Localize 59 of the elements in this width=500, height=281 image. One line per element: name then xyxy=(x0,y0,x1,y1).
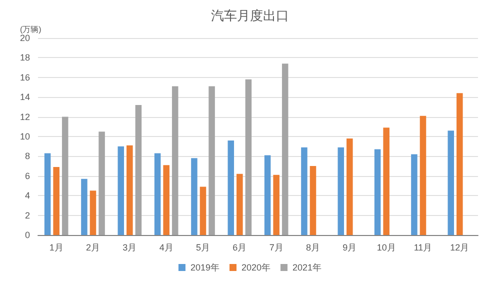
y-tick-label: 14 xyxy=(20,92,30,102)
chart-title: 汽车月度出口 xyxy=(211,8,289,23)
y-tick-label: 6 xyxy=(24,170,30,181)
y-tick-label: 20 xyxy=(20,33,30,43)
bar xyxy=(236,174,243,235)
bar xyxy=(383,128,390,235)
x-tick-label: 10月 xyxy=(376,242,396,252)
x-tick-label: 9月 xyxy=(342,242,357,252)
y-axis-title: (万辆) xyxy=(20,25,42,34)
y-tick-label: 10 xyxy=(20,132,30,142)
bar xyxy=(208,86,215,235)
x-tick-label: 3月 xyxy=(122,242,137,252)
x-tick-label: 5月 xyxy=(196,242,210,252)
x-tick-label: 2月 xyxy=(86,242,100,252)
legend-label: 2021年 xyxy=(292,262,322,272)
y-tick-label: 2 xyxy=(24,210,30,220)
y-tick-label: 0 xyxy=(24,230,30,240)
bar xyxy=(53,167,60,235)
y-tick-label: 12 xyxy=(20,112,30,122)
bar xyxy=(172,86,178,235)
bar xyxy=(90,190,96,235)
bar xyxy=(346,138,353,235)
bar xyxy=(126,145,133,235)
bar xyxy=(374,149,381,235)
bar xyxy=(456,93,463,235)
bar xyxy=(98,132,105,235)
bar xyxy=(448,130,454,235)
y-tick-label: 16 xyxy=(20,72,30,82)
x-tick-label: 11月 xyxy=(414,242,432,252)
x-tick-label: 12月 xyxy=(450,242,470,252)
y-tick-label: 18 xyxy=(20,52,30,63)
x-tick-label: 6月 xyxy=(232,242,247,252)
bar xyxy=(420,116,426,235)
bar xyxy=(118,146,124,235)
bar xyxy=(310,166,316,235)
bar xyxy=(338,147,344,235)
bar xyxy=(273,174,280,235)
bar xyxy=(301,147,308,235)
bar xyxy=(191,158,198,235)
bar xyxy=(62,116,68,235)
bar xyxy=(264,155,271,235)
x-tick-label: 4月 xyxy=(159,242,174,252)
y-tick-label: 8 xyxy=(24,151,30,162)
bar xyxy=(245,79,252,235)
bar xyxy=(135,104,142,235)
bar xyxy=(81,178,88,235)
bar xyxy=(200,186,206,235)
x-tick-label: 1月 xyxy=(49,242,64,252)
bar xyxy=(163,165,170,235)
x-tick-label: 7月 xyxy=(269,242,284,252)
y-tick-label: 4 xyxy=(24,190,30,201)
legend-label: 2019年 xyxy=(190,262,220,272)
bar xyxy=(154,153,161,235)
legend-label: 2020年 xyxy=(241,262,271,272)
x-tick-label: 8月 xyxy=(306,242,320,252)
bar xyxy=(282,64,288,235)
bar xyxy=(411,154,418,235)
bar xyxy=(44,153,51,235)
bar xyxy=(228,140,234,235)
